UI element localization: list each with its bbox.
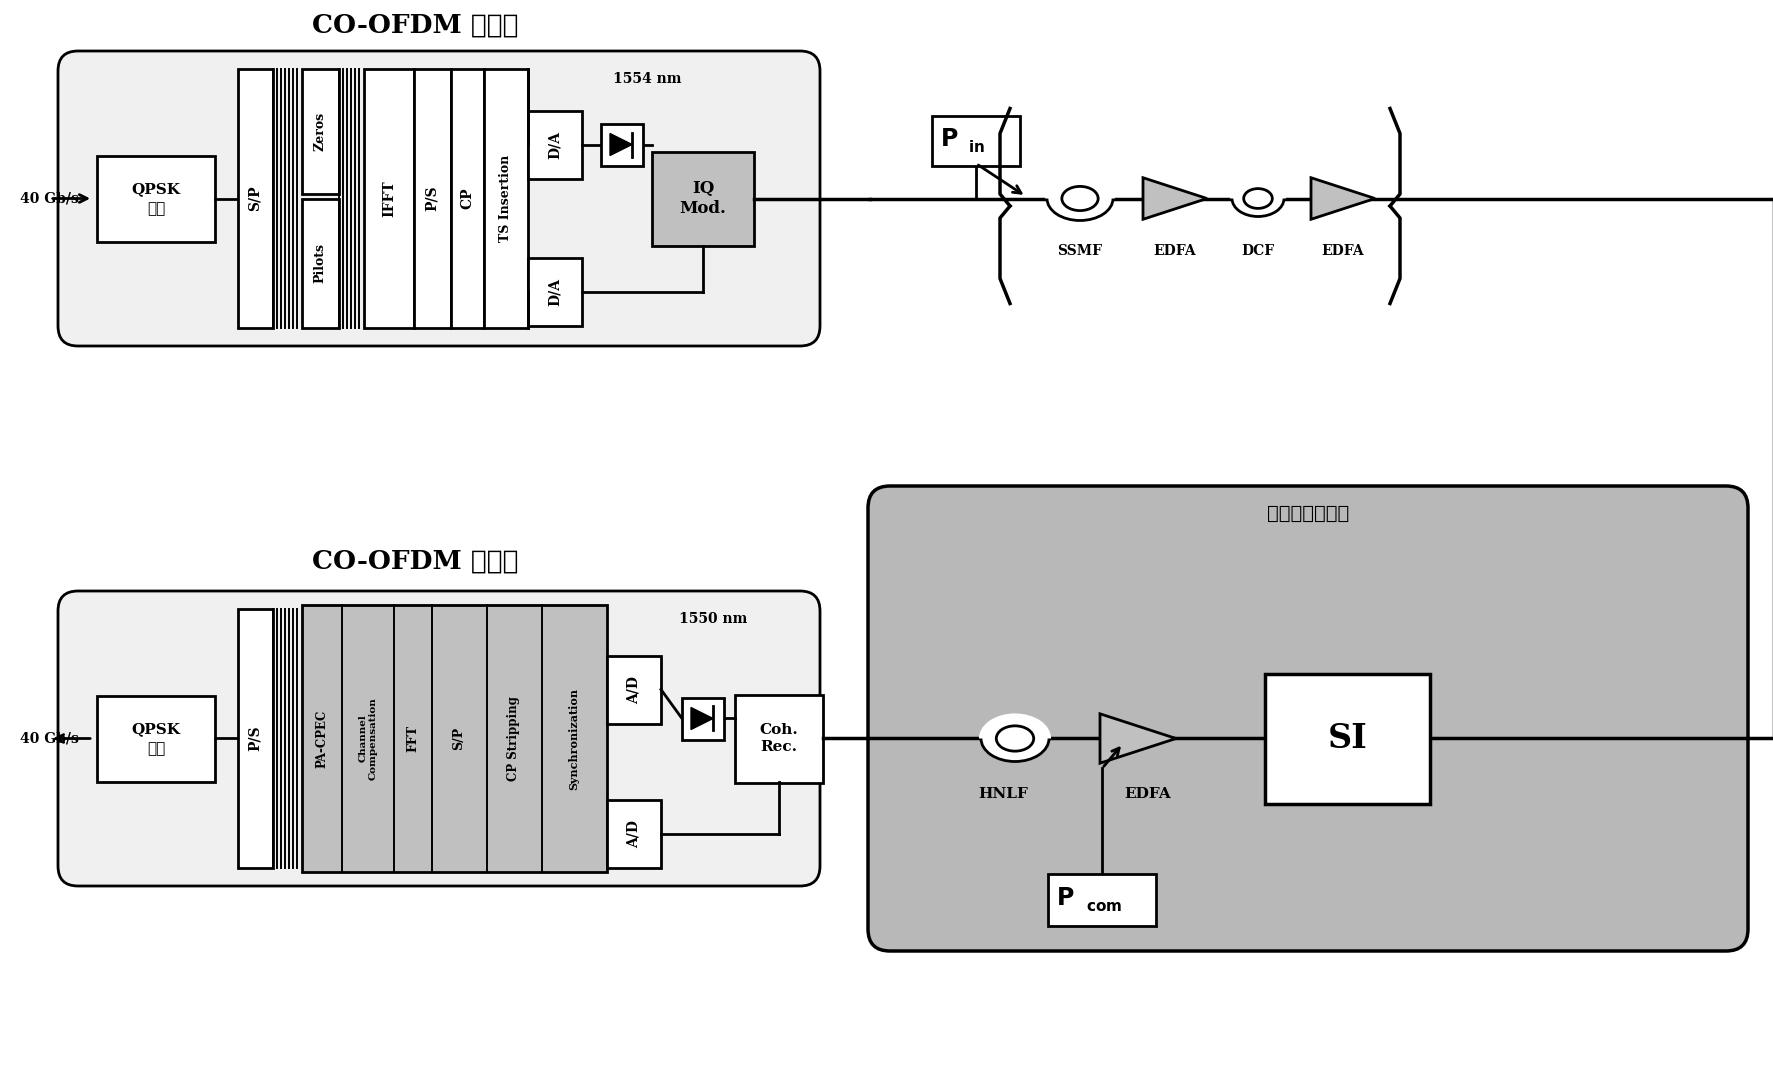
Text: 40 Gb/s: 40 Gb/s	[20, 191, 78, 205]
Text: Synchronization: Synchronization	[567, 688, 580, 789]
Text: 映射: 映射	[147, 202, 165, 216]
Text: $\mathbf{in}$: $\mathbf{in}$	[968, 139, 984, 155]
Polygon shape	[1310, 177, 1374, 219]
Polygon shape	[1142, 177, 1206, 219]
Bar	[98, 695, 215, 782]
Text: IFFT: IFFT	[381, 181, 395, 217]
Bar	[301, 69, 339, 193]
Text: P/S: P/S	[426, 186, 438, 211]
Ellipse shape	[1000, 729, 1028, 748]
Text: A/D: A/D	[626, 820, 640, 848]
Text: S/P: S/P	[452, 726, 465, 750]
FancyBboxPatch shape	[59, 591, 819, 886]
Text: TS Insertion: TS Insertion	[500, 155, 512, 242]
Ellipse shape	[1243, 188, 1271, 209]
Ellipse shape	[1066, 189, 1094, 208]
Bar	[606, 655, 661, 723]
Text: Coh.
Rec.: Coh. Rec.	[759, 723, 798, 753]
Text: EDFA: EDFA	[1321, 243, 1363, 257]
Text: $\mathbf{com}$: $\mathbf{com}$	[1085, 900, 1122, 915]
Text: EDFA: EDFA	[1152, 243, 1195, 257]
Text: EDFA: EDFA	[1124, 787, 1170, 801]
Bar	[734, 694, 823, 783]
Text: QPSK: QPSK	[131, 722, 181, 736]
Bar	[301, 199, 339, 328]
Text: Pilots: Pilots	[314, 243, 326, 283]
Polygon shape	[610, 133, 631, 156]
Ellipse shape	[1246, 191, 1268, 206]
Text: Channel
Compensation: Channel Compensation	[358, 697, 378, 779]
Ellipse shape	[980, 716, 1048, 761]
Text: $\mathbf{P}$: $\mathbf{P}$	[1055, 886, 1074, 910]
Text: 非线性补偿模块: 非线性补偿模块	[1266, 505, 1347, 523]
Bar	[931, 116, 1019, 166]
Ellipse shape	[1230, 181, 1284, 216]
Text: A/D: A/D	[626, 676, 640, 704]
Text: Zeros: Zeros	[314, 111, 326, 151]
Text: D/A: D/A	[548, 131, 562, 159]
Text: 40 Gb/s: 40 Gb/s	[20, 732, 78, 746]
Bar	[363, 69, 413, 328]
Bar	[606, 800, 661, 868]
Text: PA-CPEC: PA-CPEC	[316, 709, 328, 768]
Bar	[450, 69, 484, 328]
Bar	[528, 110, 582, 178]
Ellipse shape	[1046, 176, 1112, 221]
Bar	[681, 697, 723, 739]
Text: FFT: FFT	[406, 725, 418, 752]
Text: D/A: D/A	[548, 278, 562, 306]
Bar	[601, 123, 642, 165]
Bar	[1048, 875, 1156, 926]
Text: 1554 nm: 1554 nm	[612, 72, 681, 86]
Text: SSMF: SSMF	[1057, 243, 1101, 257]
Ellipse shape	[1062, 186, 1097, 211]
Text: P/S: P/S	[248, 725, 262, 751]
Bar	[1264, 673, 1429, 803]
Bar	[238, 609, 273, 868]
Text: 映射: 映射	[147, 743, 165, 757]
Bar	[98, 156, 215, 241]
FancyBboxPatch shape	[59, 51, 819, 346]
Text: $\mathbf{P}$: $\mathbf{P}$	[940, 126, 957, 151]
Text: QPSK: QPSK	[131, 183, 181, 197]
Text: S/P: S/P	[248, 186, 262, 211]
Text: CP: CP	[459, 188, 473, 210]
Text: SI: SI	[1326, 722, 1367, 755]
Text: DCF: DCF	[1241, 243, 1273, 257]
Polygon shape	[691, 707, 713, 730]
Text: HNLF: HNLF	[977, 787, 1027, 801]
Text: 1550 nm: 1550 nm	[679, 612, 746, 626]
Bar	[528, 258, 582, 326]
FancyBboxPatch shape	[867, 486, 1746, 951]
Text: IQ
Mod.: IQ Mod.	[679, 181, 725, 217]
Text: CO-OFDM 接收机: CO-OFDM 接收机	[312, 548, 518, 574]
Polygon shape	[1099, 713, 1175, 763]
Bar	[238, 69, 273, 328]
Text: CP Stripping: CP Stripping	[507, 696, 519, 780]
Bar	[301, 605, 606, 872]
Bar	[652, 151, 754, 245]
Bar	[413, 69, 450, 328]
Text: CO-OFDM 发射机: CO-OFDM 发射机	[312, 13, 518, 38]
Bar	[484, 69, 528, 328]
Ellipse shape	[996, 725, 1034, 751]
